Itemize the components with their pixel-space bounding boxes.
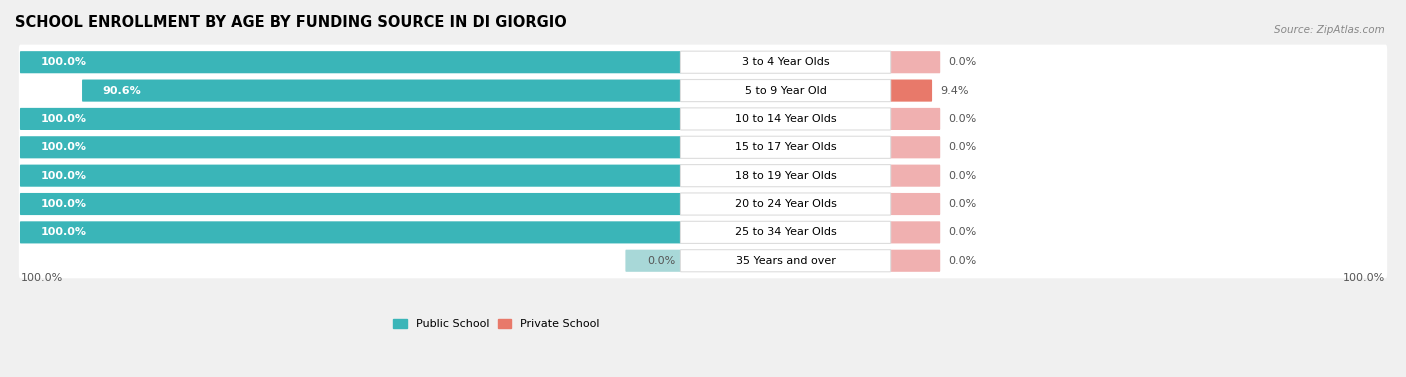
Text: 18 to 19 Year Olds: 18 to 19 Year Olds: [735, 171, 837, 181]
FancyBboxPatch shape: [681, 51, 890, 73]
Text: 0.0%: 0.0%: [949, 142, 977, 152]
FancyBboxPatch shape: [681, 80, 890, 102]
Text: 0.0%: 0.0%: [949, 199, 977, 209]
FancyBboxPatch shape: [626, 250, 682, 272]
FancyBboxPatch shape: [890, 136, 941, 158]
FancyBboxPatch shape: [681, 108, 890, 130]
FancyBboxPatch shape: [18, 101, 1388, 136]
FancyBboxPatch shape: [82, 80, 682, 102]
FancyBboxPatch shape: [18, 44, 1388, 80]
Legend: Public School, Private School: Public School, Private School: [389, 314, 605, 334]
Text: 10 to 14 Year Olds: 10 to 14 Year Olds: [735, 114, 837, 124]
FancyBboxPatch shape: [18, 215, 1388, 250]
Text: Source: ZipAtlas.com: Source: ZipAtlas.com: [1274, 25, 1385, 35]
Text: 100.0%: 100.0%: [41, 142, 86, 152]
Text: 9.4%: 9.4%: [941, 86, 969, 96]
Text: 100.0%: 100.0%: [41, 199, 86, 209]
Text: 0.0%: 0.0%: [949, 171, 977, 181]
Text: 0.0%: 0.0%: [949, 227, 977, 238]
FancyBboxPatch shape: [20, 165, 682, 187]
FancyBboxPatch shape: [681, 136, 890, 158]
FancyBboxPatch shape: [681, 250, 890, 272]
Text: 0.0%: 0.0%: [949, 256, 977, 266]
FancyBboxPatch shape: [890, 193, 941, 215]
FancyBboxPatch shape: [890, 108, 941, 130]
FancyBboxPatch shape: [681, 165, 890, 187]
FancyBboxPatch shape: [20, 193, 682, 215]
Text: 100.0%: 100.0%: [21, 273, 63, 283]
FancyBboxPatch shape: [681, 193, 890, 215]
FancyBboxPatch shape: [18, 187, 1388, 222]
FancyBboxPatch shape: [890, 80, 932, 102]
Text: 15 to 17 Year Olds: 15 to 17 Year Olds: [735, 142, 837, 152]
FancyBboxPatch shape: [890, 165, 941, 187]
Text: 3 to 4 Year Olds: 3 to 4 Year Olds: [742, 57, 830, 67]
FancyBboxPatch shape: [18, 243, 1388, 278]
FancyBboxPatch shape: [18, 73, 1388, 108]
FancyBboxPatch shape: [20, 221, 682, 244]
Text: 25 to 34 Year Olds: 25 to 34 Year Olds: [735, 227, 837, 238]
Text: 35 Years and over: 35 Years and over: [735, 256, 835, 266]
FancyBboxPatch shape: [890, 51, 941, 73]
Text: 0.0%: 0.0%: [647, 256, 675, 266]
Text: 100.0%: 100.0%: [41, 57, 86, 67]
FancyBboxPatch shape: [20, 136, 682, 158]
FancyBboxPatch shape: [18, 130, 1388, 165]
FancyBboxPatch shape: [681, 221, 890, 244]
FancyBboxPatch shape: [20, 51, 682, 73]
Text: 100.0%: 100.0%: [1343, 273, 1385, 283]
Text: 90.6%: 90.6%: [103, 86, 141, 96]
Text: 100.0%: 100.0%: [41, 114, 86, 124]
Text: 100.0%: 100.0%: [41, 171, 86, 181]
FancyBboxPatch shape: [18, 158, 1388, 193]
FancyBboxPatch shape: [890, 250, 941, 272]
FancyBboxPatch shape: [20, 108, 682, 130]
Text: 0.0%: 0.0%: [949, 114, 977, 124]
FancyBboxPatch shape: [890, 221, 941, 244]
Text: 5 to 9 Year Old: 5 to 9 Year Old: [745, 86, 827, 96]
Text: SCHOOL ENROLLMENT BY AGE BY FUNDING SOURCE IN DI GIORGIO: SCHOOL ENROLLMENT BY AGE BY FUNDING SOUR…: [15, 15, 567, 30]
Text: 0.0%: 0.0%: [949, 57, 977, 67]
Text: 20 to 24 Year Olds: 20 to 24 Year Olds: [734, 199, 837, 209]
Text: 100.0%: 100.0%: [41, 227, 86, 238]
